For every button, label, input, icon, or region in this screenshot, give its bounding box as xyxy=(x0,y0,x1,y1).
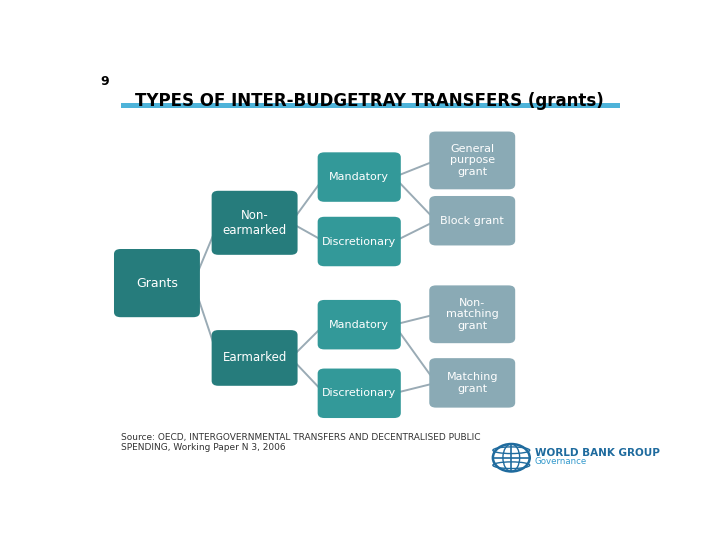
Text: General
purpose
grant: General purpose grant xyxy=(450,144,495,177)
Text: Mandatory: Mandatory xyxy=(329,320,390,330)
Text: WORLD BANK GROUP: WORLD BANK GROUP xyxy=(535,448,660,458)
FancyBboxPatch shape xyxy=(429,196,516,246)
Text: Governance: Governance xyxy=(535,457,587,467)
Text: Non-
earmarked: Non- earmarked xyxy=(222,209,287,237)
FancyBboxPatch shape xyxy=(121,104,620,109)
Text: Earmarked: Earmarked xyxy=(222,352,287,365)
Text: Grants: Grants xyxy=(136,276,178,289)
FancyBboxPatch shape xyxy=(318,368,401,418)
Text: 9: 9 xyxy=(100,75,109,88)
Text: Block grant: Block grant xyxy=(441,215,504,226)
FancyBboxPatch shape xyxy=(212,330,297,386)
FancyBboxPatch shape xyxy=(318,300,401,349)
Text: TYPES OF INTER-BUDGETRAY TRANSFERS (grants): TYPES OF INTER-BUDGETRAY TRANSFERS (gran… xyxy=(135,92,603,110)
Text: Mandatory: Mandatory xyxy=(329,172,390,182)
Text: Discretionary: Discretionary xyxy=(322,388,396,399)
FancyBboxPatch shape xyxy=(429,132,516,190)
Text: Matching
grant: Matching grant xyxy=(446,372,498,394)
Text: Non-
matching
grant: Non- matching grant xyxy=(446,298,499,331)
FancyBboxPatch shape xyxy=(318,217,401,266)
FancyBboxPatch shape xyxy=(429,285,516,343)
FancyBboxPatch shape xyxy=(318,152,401,202)
FancyBboxPatch shape xyxy=(212,191,297,255)
Text: Discretionary: Discretionary xyxy=(322,237,396,247)
Text: Source: OECD, INTERGOVERNMENTAL TRANSFERS AND DECENTRALISED PUBLIC
SPENDING, Wor: Source: OECD, INTERGOVERNMENTAL TRANSFER… xyxy=(121,433,480,452)
FancyBboxPatch shape xyxy=(114,249,200,317)
FancyBboxPatch shape xyxy=(429,358,516,408)
